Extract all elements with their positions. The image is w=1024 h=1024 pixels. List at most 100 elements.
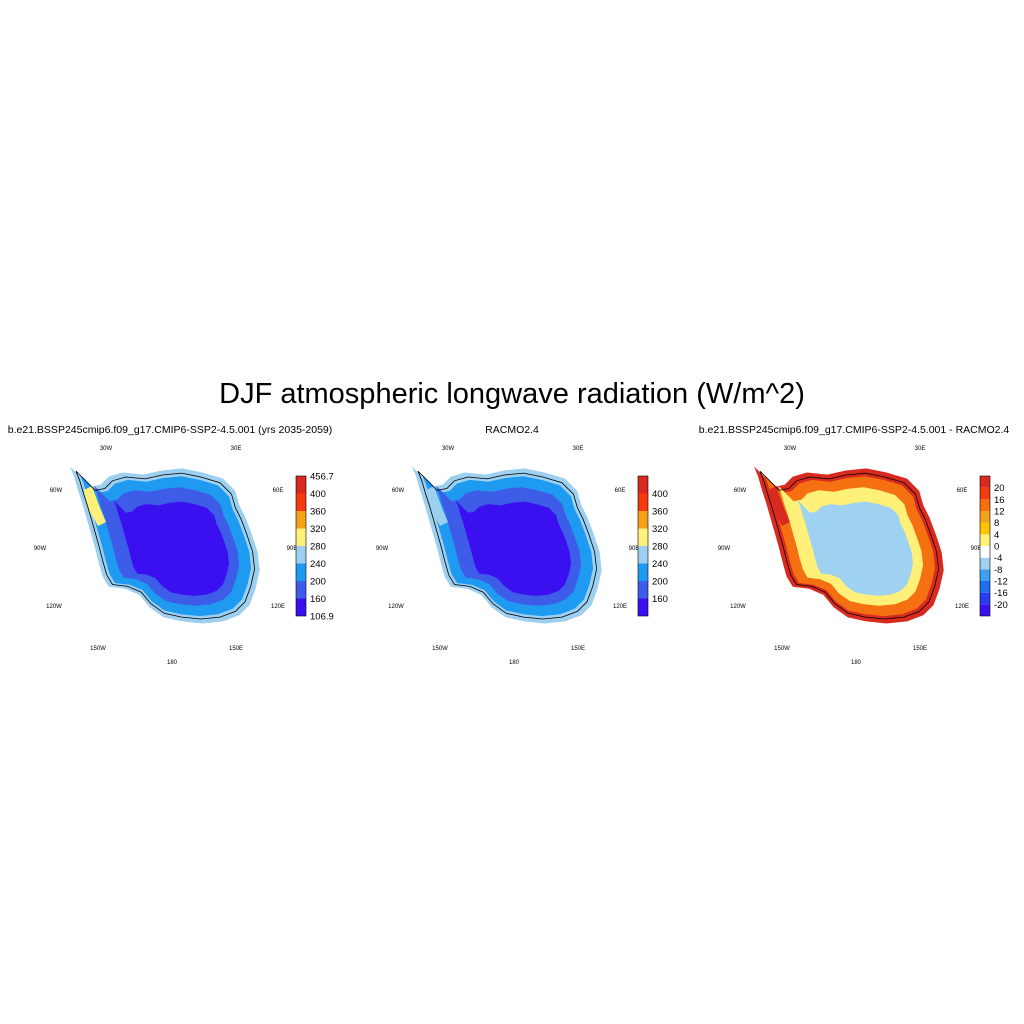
colorbar-label: 0 [994,542,999,553]
longitude-label: 150E [571,646,585,652]
longitude-label: 150W [90,646,106,652]
map-panel-difference: b.e21.BSSP245cmip6.f09_g17.CMIP6-SSP2-4.… [684,424,1024,674]
colorbar-label: 456.7 [310,472,334,483]
colorbar-label: 240 [652,559,668,570]
figure-title: DJF atmospheric longwave radiation (W/m^… [219,378,805,410]
longitude-label: 30W [442,446,455,452]
longitude-label: 120W [388,604,404,610]
colorbar-frame [295,475,307,617]
colorbar-swatch [980,546,990,558]
field-region [113,500,229,596]
colorbar-swatch [980,511,990,523]
colorbar-swatch [980,487,990,500]
colorbar-swatch [296,493,306,511]
longitude-label: 30W [784,446,797,452]
colorbar-label: -20 [994,600,1008,611]
colorbar-swatch [296,511,306,529]
longitude-label: 90E [971,546,982,552]
longitude-label: 60E [273,488,284,494]
peninsula-region [426,486,448,526]
colorbar-swatch [638,511,648,529]
field-region [455,500,571,596]
colorbar-label: 240 [310,559,326,570]
longitude-label: 60W [392,488,405,494]
panel-title: RACMO2.4 [485,424,539,436]
longitude-label: 90E [287,546,298,552]
colorbar-swatch [980,581,990,593]
longitude-label: 120E [271,604,285,610]
colorbar-label: 320 [652,524,668,535]
colorbar-swatch [296,476,306,494]
colorbar-label: 16 [994,495,1005,506]
colorbar-label: 200 [652,577,668,588]
longitude-label: 60W [734,488,747,494]
longitude-label: 30W [100,446,113,452]
longitude-label: 90W [34,546,47,552]
colorbar-label: 280 [310,542,326,553]
colorbar-swatch [638,476,648,494]
longitude-label: 150E [913,646,927,652]
colorbar-swatch [980,499,990,511]
colorbar-swatch [980,557,990,570]
colorbar-swatch [638,598,648,616]
panel-title: b.e21.BSSP245cmip6.f09_g17.CMIP6-SSP2-4.… [698,424,1010,436]
coastline [417,470,598,620]
longitude-label: 150W [774,646,790,652]
colorbar-label: 8 [994,518,999,529]
colorbar-swatch [638,581,648,599]
longitude-label: 30E [915,446,926,452]
colorbar-swatch [980,569,990,581]
map-panel-racmo: RACMO2.4 30W 30E 60W 60E 90W 90E 120W 120E 150W 1… [342,424,682,674]
colorbar-swatch [638,546,648,564]
colorbar-swatch [638,528,648,546]
longitude-label: 120W [730,604,746,610]
colorbar-label: 360 [310,507,326,518]
colorbar-label: 280 [652,542,668,553]
longitude-label: 150W [432,646,448,652]
colorbar-label: -4 [994,553,1002,564]
colorbar-label: 400 [652,489,668,500]
colorbar-frame [637,475,649,617]
colorbar-swatch [980,476,990,488]
longitude-label: 60E [615,488,626,494]
colorbar-label: 4 [994,530,999,541]
longitude-label: 90E [629,546,640,552]
longitude-label: 90W [376,546,389,552]
colorbar-swatch [980,592,990,605]
map-svg: 30W 30E 60W 60E 90W 90E 120W 120E 150W 150E 180 160… [376,446,668,666]
colorbar-swatch [980,522,990,535]
colorbar-label: 106.9 [310,612,334,623]
longitude-label: 30E [231,446,242,452]
colorbar-swatch [638,493,648,511]
longitude-label: 30E [573,446,584,452]
longitude-label: 180 [167,660,178,666]
colorbar-swatch [296,528,306,546]
colorbar-frame [979,475,991,617]
map-panel-model: b.e21.BSSP245cmip6.f09_g17.CMIP6-SSP2-4.… [0,424,340,674]
longitude-label: 90W [718,546,731,552]
coastline [759,470,940,620]
longitude-label: 60W [50,488,63,494]
colorbar-label: 12 [994,507,1005,518]
colorbar-swatch [296,546,306,564]
colorbar-label: -12 [994,577,1008,588]
peninsula-region [84,486,106,526]
field-region [797,500,913,596]
map-svg: 30W 30E 60W 60E 90W 90E 120W 120E 150W 150E 180 106… [34,446,334,666]
colorbar-label: -8 [994,565,1002,576]
longitude-label: 120W [46,604,62,610]
colorbar-label: 200 [310,577,326,588]
colorbar-swatch [980,604,990,616]
colorbar-label: -16 [994,588,1008,599]
colorbar-label: 160 [652,594,668,605]
longitude-label: 120E [955,604,969,610]
colorbar-swatch [638,563,648,581]
colorbar-label: 20 [994,483,1005,494]
colorbar-label: 360 [652,507,668,518]
longitude-label: 180 [851,660,862,666]
longitude-label: 180 [509,660,520,666]
longitude-label: 120E [613,604,627,610]
colorbar-label: 160 [310,594,326,605]
peninsula-region [768,486,790,526]
colorbar-label: 400 [310,489,326,500]
